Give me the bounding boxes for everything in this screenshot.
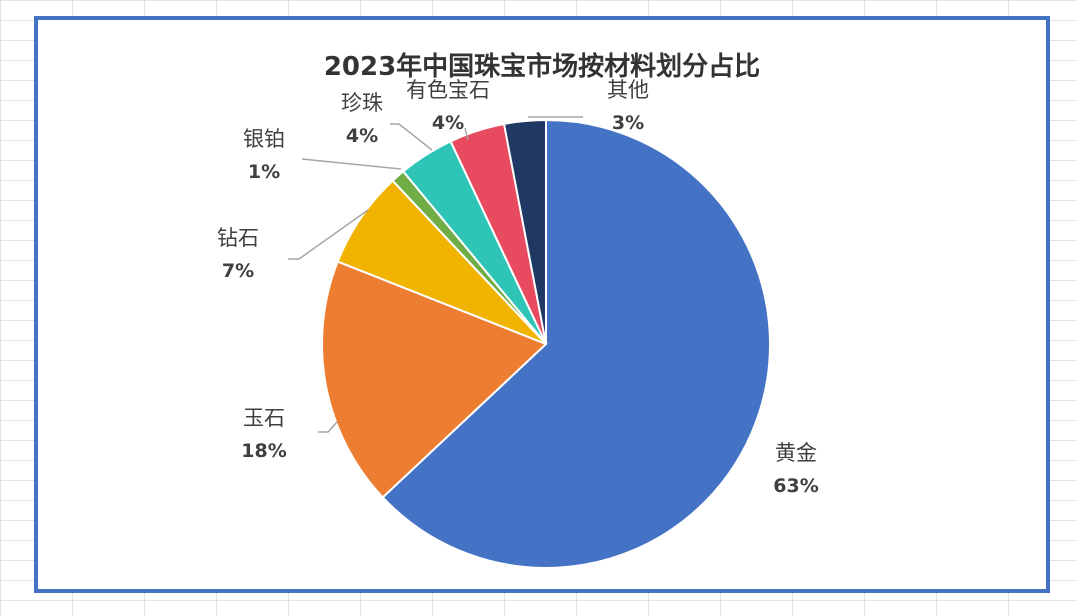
slice-label-name-4: 银铂: [243, 127, 285, 151]
chart-frame: 2023年中国珠宝市场按材料划分占比 黄金 63% 玉石 18% 钻石 7% 银铂 1% 珍珠 4…: [34, 16, 1050, 593]
slice-label-name-3: 钻石: [217, 226, 259, 250]
slice-label-name-2: 玉石: [243, 406, 285, 430]
slice-label-value-7: 3%: [612, 112, 644, 134]
pie-slice-2: [320, 260, 548, 499]
leader-line-4: [301, 158, 402, 170]
slice-label-value-4: 1%: [248, 161, 280, 183]
leader-line-3: [288, 209, 369, 260]
pie-slice-7: [502, 118, 547, 345]
slice-label-name-1: 黄金: [775, 441, 817, 465]
slice-label-value-3: 7%: [222, 260, 254, 282]
slice-label-name-5: 珍珠: [341, 91, 383, 115]
slice-label-name-6: 有色宝石: [406, 78, 490, 102]
slice-label-value-6: 4%: [432, 112, 464, 134]
pie-slice-1: [381, 118, 771, 569]
slice-label-name-7: 其他: [607, 78, 649, 102]
pie-chart: 黄金 63% 玉石 18% 钻石 7% 银铂 1% 珍珠 4% 有色宝石 4% 其他 3%: [217, 78, 819, 569]
chart-title: 2023年中国珠宝市场按材料划分占比: [323, 52, 761, 82]
slice-label-value-5: 4%: [346, 125, 378, 147]
slice-label-value-1: 63%: [773, 475, 818, 497]
leader-line-5: [390, 123, 433, 151]
leader-line-2: [318, 421, 338, 433]
slice-label-value-2: 18%: [241, 440, 286, 462]
leader-line-6: [464, 127, 469, 141]
